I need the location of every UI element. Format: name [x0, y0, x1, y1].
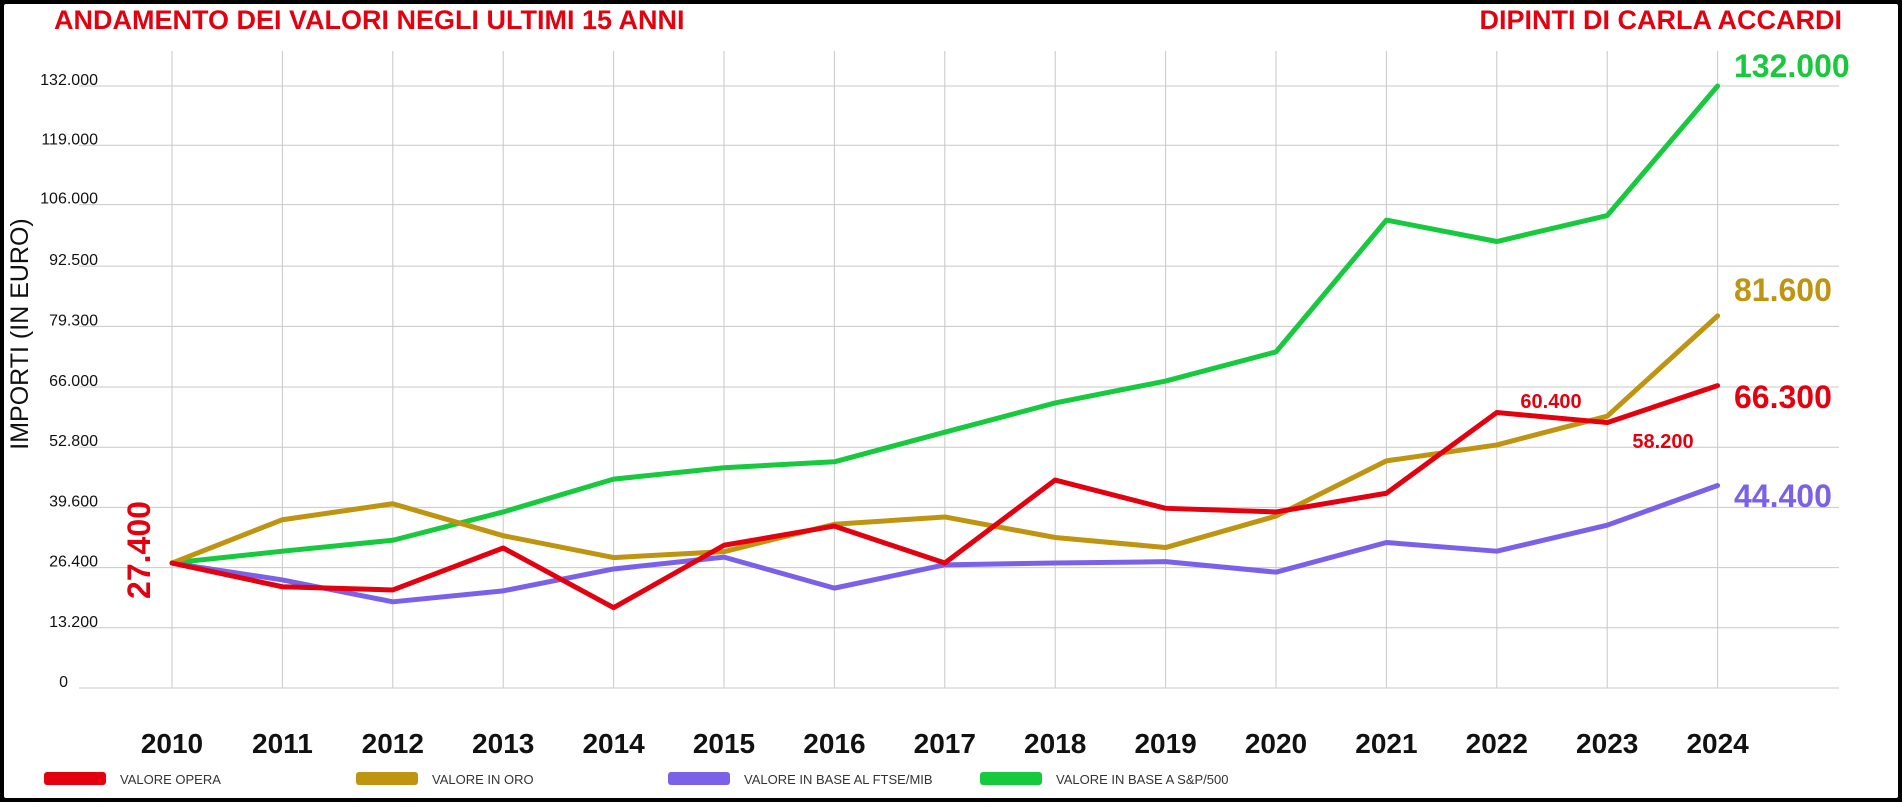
- y-tick-label: 132.000: [40, 72, 98, 89]
- x-tick-label: 2017: [914, 728, 976, 759]
- y-tick-label: 39.600: [49, 493, 98, 510]
- y-tick-label: 119.000: [41, 131, 98, 148]
- data-annotations: 27.400 60.400 58.200 132.000 81.600 66.300 44.…: [121, 48, 1850, 599]
- annotation-label: 60.400: [1520, 391, 1581, 413]
- x-tick-label: 2016: [803, 728, 865, 759]
- x-tick-label: 2013: [472, 728, 534, 759]
- x-tick-label: 2019: [1134, 728, 1196, 759]
- legend-swatch: [44, 772, 106, 785]
- y-tick-label: 26.400: [49, 554, 98, 571]
- y-tick-label: 79.300: [49, 312, 98, 329]
- legend-swatch: [980, 772, 1042, 785]
- series-line-3: [169, 83, 1721, 566]
- y-tick-label: 13.200: [49, 614, 98, 631]
- x-tick-label: 2011: [252, 728, 313, 759]
- y-axis-label: IMPORTI (IN EURO): [6, 218, 34, 449]
- x-tick-label: 2020: [1245, 728, 1307, 759]
- x-tick-label: 2022: [1466, 728, 1528, 759]
- y-axis-ticks: 0 13.200 26.400 39.600 52.800 66.000 79.300 92.…: [40, 72, 98, 691]
- x-tick-label: 2021: [1355, 728, 1417, 759]
- x-tick-label: 2010: [141, 728, 203, 759]
- series-line-0: [169, 383, 1721, 611]
- x-tick-label: 2024: [1686, 728, 1749, 759]
- legend-label: VALORE IN BASE AL FTSE/MIB: [744, 772, 933, 787]
- annotation-label: 132.000: [1734, 48, 1850, 84]
- y-tick-label: 66.000: [49, 373, 98, 390]
- series-line-1: [169, 313, 1721, 566]
- legend-label: VALORE IN BASE A S&P/500: [1056, 772, 1228, 787]
- y-tick-label: 106.000: [40, 191, 98, 208]
- legend: VALORE OPERA VALORE IN ORO VALORE IN BASE …: [44, 772, 1228, 787]
- chart-subtitle: DIPINTI DI CARLA ACCARDI: [1480, 5, 1842, 35]
- x-tick-label: 2014: [582, 728, 645, 759]
- y-tick-label: 92.500: [49, 252, 98, 269]
- grid: [79, 51, 1839, 689]
- chart-title: ANDAMENTO DEI VALORI NEGLI ULTIMI 15 ANN…: [54, 5, 685, 35]
- x-tick-label: 2018: [1024, 728, 1086, 759]
- line-chart: ANDAMENTO DEI VALORI NEGLI ULTIMI 15 ANN…: [6, 5, 1850, 787]
- y-tick-label: 0: [59, 674, 68, 691]
- y-tick-label: 52.800: [49, 433, 98, 450]
- annotation-label: 81.600: [1734, 272, 1832, 308]
- x-tick-label: 2023: [1576, 728, 1638, 759]
- annotation-label: 27.400: [121, 501, 157, 599]
- annotation-label: 66.300: [1734, 379, 1832, 415]
- legend-swatch: [356, 772, 418, 785]
- x-tick-label: 2015: [693, 728, 755, 759]
- legend-swatch: [668, 772, 730, 785]
- series-lines: [169, 83, 1721, 611]
- legend-label: VALORE IN ORO: [432, 772, 534, 787]
- x-tick-label: 2012: [362, 728, 424, 759]
- chart-canvas: ANDAMENTO DEI VALORI NEGLI ULTIMI 15 ANN…: [4, 4, 1898, 798]
- annotation-label: 44.400: [1734, 478, 1832, 514]
- annotation-label: 58.200: [1632, 431, 1693, 453]
- legend-label: VALORE OPERA: [120, 772, 221, 787]
- x-axis-ticks: 2010 2011 2012 2013 2014 2015 2016 2017 2018 2019…: [141, 728, 1749, 759]
